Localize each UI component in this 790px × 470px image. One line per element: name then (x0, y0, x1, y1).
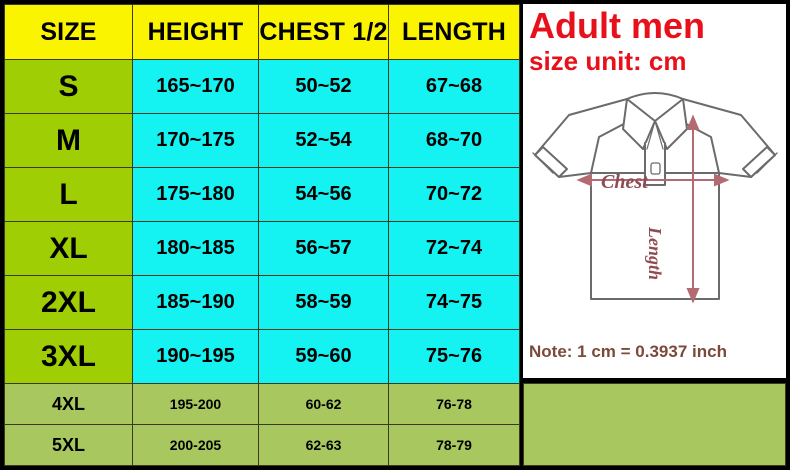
polo-shirt-icon (532, 92, 778, 304)
cell-height: 180~185 (132, 221, 259, 276)
cell-length: 72~74 (388, 221, 520, 276)
chest-dimension-arrow (576, 173, 730, 187)
length-dimension-arrow (686, 114, 700, 304)
cell-size: 2XL (4, 275, 133, 330)
column-header-size: SIZE (4, 4, 133, 60)
shirt-diagram: Chest Length (523, 77, 786, 309)
cell-height: 165~170 (132, 59, 259, 114)
table-header-row: SIZE HEIGHT CHEST 1/2 LENGTH (4, 4, 520, 60)
cell-height: 195-200 (132, 383, 259, 425)
cell-size: 3XL (4, 329, 133, 384)
size-chart-table: SIZE HEIGHT CHEST 1/2 LENGTH S 165~170 50~… (4, 4, 520, 466)
table-row: M 170~175 52~54 68~70 (4, 113, 520, 168)
column-header-chest: CHEST 1/2 (258, 4, 389, 60)
info-panel: Adult men size unit: cm (523, 4, 786, 378)
cell-size: 5XL (4, 424, 133, 466)
bottom-right-green-block (523, 383, 786, 466)
table-row: 3XL 190~195 59~60 75~76 (4, 329, 520, 384)
table-body: S 165~170 50~52 67~68 M 170~175 52~54 68~70 L 175… (4, 59, 520, 466)
cell-length: 78-79 (388, 424, 520, 466)
length-dimension-label: Length (645, 227, 665, 281)
table-row: 2XL 185~190 58~59 74~75 (4, 275, 520, 330)
cell-height: 190~195 (132, 329, 259, 384)
cell-size: S (4, 59, 133, 114)
chest-dimension-label: Chest (601, 171, 648, 194)
cell-chest: 56~57 (258, 221, 389, 276)
table-row: S 165~170 50~52 67~68 (4, 59, 520, 114)
cell-height: 175~180 (132, 167, 259, 222)
cell-chest: 62-63 (258, 424, 389, 466)
cell-length: 67~68 (388, 59, 520, 114)
cell-chest: 60-62 (258, 383, 389, 425)
cell-chest: 58~59 (258, 275, 389, 330)
cell-length: 76-78 (388, 383, 520, 425)
cell-chest: 50~52 (258, 59, 389, 114)
cell-size: XL (4, 221, 133, 276)
cell-size: M (4, 113, 133, 168)
cell-chest: 59~60 (258, 329, 389, 384)
cell-chest: 54~56 (258, 167, 389, 222)
panel-subtitle: size unit: cm (529, 45, 687, 76)
cell-height: 185~190 (132, 275, 259, 330)
cell-length: 70~72 (388, 167, 520, 222)
cell-length: 75~76 (388, 329, 520, 384)
cell-height: 200-205 (132, 424, 259, 466)
table-row: L 175~180 54~56 70~72 (4, 167, 520, 222)
conversion-note: Note: 1 cm = 0.3937 inch (529, 342, 727, 361)
cell-chest: 52~54 (258, 113, 389, 168)
table-row: 5XL 200-205 62-63 78-79 (4, 424, 520, 466)
table-row: XL 180~185 56~57 72~74 (4, 221, 520, 276)
cell-height: 170~175 (132, 113, 259, 168)
panel-title: Adult men (529, 5, 705, 46)
cell-length: 74~75 (388, 275, 520, 330)
cell-length: 68~70 (388, 113, 520, 168)
column-header-length: LENGTH (388, 4, 520, 60)
cell-size: 4XL (4, 383, 133, 425)
cell-size: L (4, 167, 133, 222)
panel-title-block: Adult men size unit: cm (523, 4, 786, 75)
column-header-height: HEIGHT (132, 4, 259, 60)
table-row: 4XL 195-200 60-62 76-78 (4, 383, 520, 425)
